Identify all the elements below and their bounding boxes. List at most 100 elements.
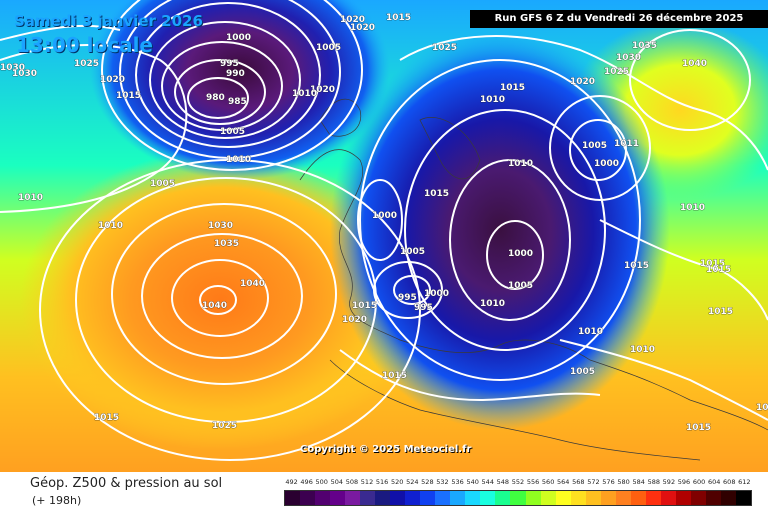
isobar-label: 1005: [400, 247, 425, 257]
legend-label: 536: [451, 478, 464, 486]
isobar-label: 1015: [500, 83, 525, 93]
legend-label: 504: [330, 478, 344, 486]
isobar-label: 1020: [310, 85, 335, 95]
coastline-europe: [299, 149, 768, 431]
legend-label: 600: [692, 478, 706, 486]
isobar-label: 1010: [480, 95, 505, 105]
legend-swatch: [615, 491, 631, 505]
legend-label: 608: [723, 478, 736, 486]
legend-swatch: [465, 491, 481, 505]
isobar-label: 1020: [342, 315, 367, 325]
isobar-1040: [171, 259, 269, 337]
legend-swatch: [435, 491, 451, 505]
isobar-label: 1005: [150, 179, 175, 189]
legend-label: 500: [315, 478, 328, 486]
legend-label: 540: [466, 478, 479, 486]
isobar-label: 1025: [432, 43, 457, 53]
legend-label: 532: [436, 478, 449, 486]
isobar-label: 1020: [350, 23, 375, 33]
legend-swatch: [705, 491, 721, 505]
forecast-time: 13:00 locale: [16, 33, 153, 57]
isobar-label: 1025: [74, 59, 99, 69]
legend-swatch: [675, 491, 691, 505]
isobar-label: 1005: [508, 281, 533, 291]
isobar-label: 1035: [632, 41, 657, 51]
isobar-label: 1010: [98, 221, 123, 231]
legend-label: 596: [677, 478, 691, 486]
isobar-1000: [135, 2, 321, 148]
legend-label: 564: [557, 478, 570, 486]
isobar-1000-north: [357, 179, 403, 261]
isobar-1040-ne: [629, 29, 751, 131]
legend-swatch: [600, 491, 616, 505]
legend-label: 508: [345, 478, 359, 486]
isobar-label: 995: [398, 293, 417, 303]
legend-swatch: [315, 491, 331, 505]
copyright-text: Copyright © 2025 Meteociel.fr: [300, 444, 472, 455]
legend-swatch: [420, 491, 436, 505]
map-title: Géop. Z500 & pression au sol: [30, 476, 223, 491]
isobar-lines: [0, 0, 768, 460]
legend-swatch: [405, 491, 421, 505]
isobar-label: 1020: [100, 75, 125, 85]
coastline-south: [329, 359, 701, 461]
isobar-1000-west: [373, 261, 443, 319]
isobar-label: 1020: [340, 15, 365, 25]
isobar-label: 1010: [756, 403, 768, 413]
legend-swatch: [510, 491, 526, 505]
legend-swatch: [330, 491, 346, 505]
legend-swatch: [390, 491, 406, 505]
isobar-label: 1010: [680, 203, 705, 213]
isobar-985: [174, 59, 266, 125]
isobar-label: 1030: [616, 53, 641, 63]
isobar-1020: [39, 159, 421, 461]
isobar-label: 1010: [292, 89, 317, 99]
isobar-label: 1035: [214, 239, 239, 249]
legend-label: 520: [390, 478, 404, 486]
legend-swatch: [360, 491, 376, 505]
isobar-1005-ne: [549, 95, 651, 201]
isobar-1000-ne: [569, 119, 627, 181]
isobar-label: 1015: [624, 261, 649, 271]
isobar-label: 1011: [614, 139, 639, 149]
isobar-label: 1000: [594, 159, 619, 169]
legend-swatch: [495, 491, 511, 505]
isobar-1000-east: [486, 220, 544, 290]
legend-label: 576: [602, 478, 615, 486]
legend-swatch: [555, 491, 571, 505]
isobar-1010: [101, 0, 363, 171]
run-info: Run GFS 6 Z du Vendredi 26 décembre 2025: [470, 10, 768, 28]
legend-swatch: [540, 491, 556, 505]
isobar-label: 1015: [706, 265, 731, 275]
isobar-1015-se: [599, 219, 768, 321]
legend-swatch: [645, 491, 661, 505]
map-subtitle: (+ 198h): [32, 494, 82, 507]
weather-map: 1000995990985980100510101005101010101015…: [0, 0, 768, 472]
isobar-label: 1000: [424, 289, 449, 299]
isobar-label: 1010: [480, 299, 505, 309]
isobar-label: 1010: [630, 345, 655, 355]
isobar-label: 1040: [682, 59, 707, 69]
isobar-label: 1015: [382, 371, 407, 381]
isobar-label: 1015: [116, 91, 141, 101]
legend-label: 604: [707, 478, 721, 486]
legend-swatch: [735, 491, 751, 505]
legend-swatch: [585, 491, 601, 505]
legend-labels: 492 496 500 504 508 512 516 520 524 528 532 536 540 5…: [284, 478, 752, 488]
legend-label: 528: [421, 478, 434, 486]
isobar-1020-west: [0, 24, 121, 41]
isobar-995-west: [393, 275, 431, 305]
isobar-label: 1040: [240, 279, 265, 289]
isobar-label: 1010: [578, 327, 603, 337]
isobar-1005: [119, 0, 341, 159]
legend-label: 584: [632, 478, 645, 486]
isobar-label: 995: [414, 303, 433, 313]
legend-swatch: [345, 491, 361, 505]
isobar-1010-east: [404, 109, 606, 351]
legend-label: 580: [617, 478, 630, 486]
legend-label: 552: [511, 478, 525, 486]
isobar-995: [149, 21, 301, 139]
legend-swatch: [285, 491, 301, 505]
isobar-1015-east: [359, 59, 641, 381]
